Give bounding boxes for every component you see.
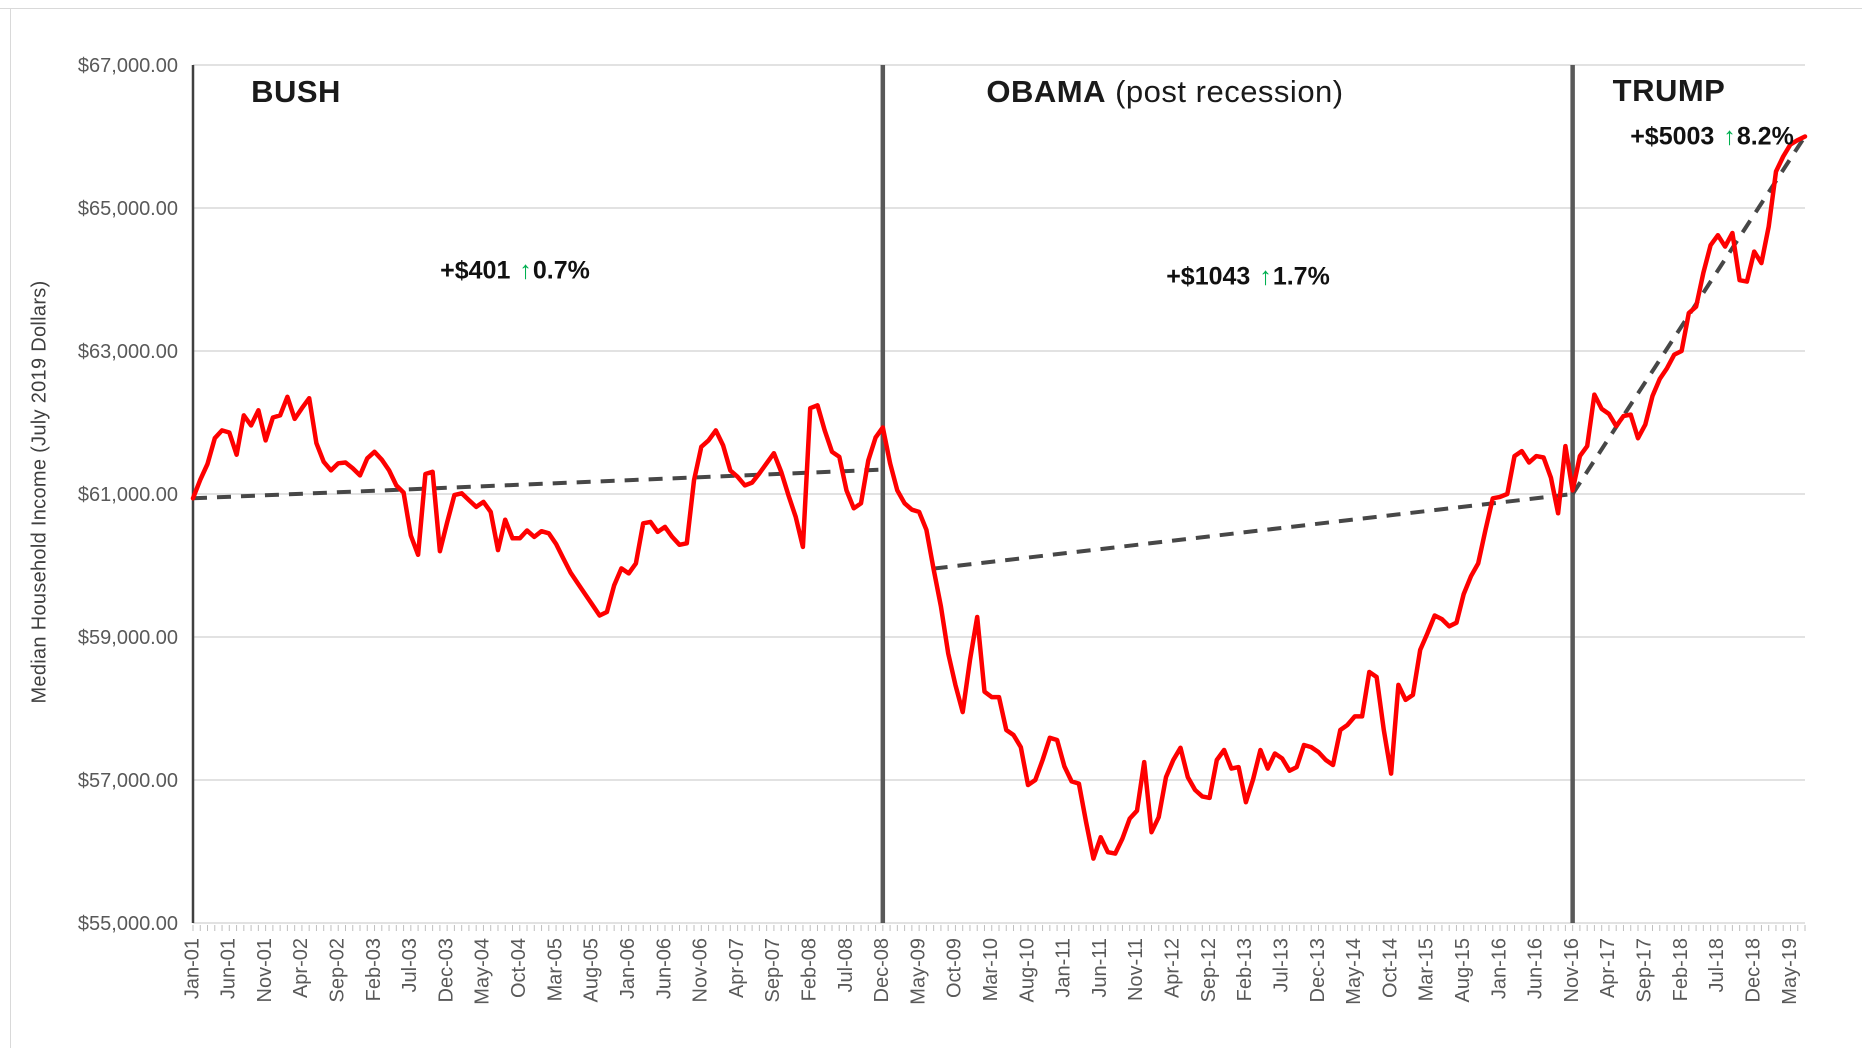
- obama-gain-percent: 1.7%: [1272, 262, 1330, 291]
- x-tick-label: Jan-01: [181, 938, 203, 999]
- x-tick-label: Jul-13: [1270, 938, 1292, 992]
- up-arrow-icon: ↑: [1723, 122, 1736, 151]
- x-tick-label: Dec-13: [1307, 938, 1329, 1002]
- x-tick-label: Feb-13: [1234, 938, 1256, 1001]
- x-tick-label: Jul-08: [835, 938, 857, 992]
- x-tick-label: Nov-06: [690, 938, 712, 1002]
- x-tick-label: Aug-15: [1452, 938, 1474, 1003]
- y-tick-label: $57,000.00: [78, 770, 178, 792]
- y-tick-label: $55,000.00: [78, 913, 178, 935]
- x-tick-label: Mar-15: [1416, 938, 1438, 1001]
- x-tick-label: Dec-03: [435, 938, 457, 1002]
- bush-gain-amount: +$401: [440, 256, 511, 285]
- x-tick-label: Apr-07: [726, 938, 748, 998]
- bush-trend: [192, 467, 883, 501]
- x-tick-label: Feb-03: [363, 938, 385, 1001]
- x-tick-label: Nov-16: [1561, 938, 1583, 1002]
- trump-title-text: TRUMP: [1612, 73, 1726, 108]
- x-tick-label: Apr-02: [290, 938, 312, 998]
- x-tick-label: Jan-16: [1488, 938, 1510, 999]
- x-tick-label: Sep-07: [762, 938, 784, 1003]
- x-tick-label: Jun-01: [218, 938, 240, 999]
- trump-gain-annotation: +$5003 ↑8.2%: [1630, 123, 1794, 152]
- x-tick-label: Aug-10: [1016, 938, 1038, 1003]
- y-tick-label: $63,000.00: [78, 341, 178, 363]
- x-tick-label: Dec-18: [1742, 938, 1764, 1002]
- bush-section-title: BUSH: [251, 74, 341, 110]
- x-tick-label: May-19: [1779, 938, 1801, 1005]
- x-tick-label: Jul-03: [399, 938, 421, 992]
- trump-gain-amount: +$5003: [1630, 122, 1715, 151]
- x-tick-label: Apr-17: [1597, 938, 1619, 998]
- x-tick-label: Sep-02: [327, 938, 349, 1003]
- obama-gain-annotation: +$1043 ↑1.7%: [1166, 263, 1330, 292]
- up-arrow-icon: ↑: [519, 256, 532, 285]
- up-arrow-icon: ↑: [1259, 262, 1272, 291]
- y-axis-title: Median Household Income (July 2019 Dolla…: [28, 280, 51, 704]
- x-tick-label: Jun-06: [653, 938, 675, 999]
- trump-section-title: TRUMP: [1613, 73, 1726, 109]
- y-tick-label: $65,000.00: [78, 198, 178, 220]
- x-tick-label: Feb-18: [1670, 938, 1692, 1001]
- x-tick-label: Mar-05: [544, 938, 566, 1001]
- x-tick-label: Oct-09: [944, 938, 966, 998]
- x-tick-label: Sep-17: [1634, 938, 1656, 1003]
- x-tick-label: Oct-04: [508, 938, 530, 998]
- income-data-line: [190, 134, 1808, 861]
- obama-section-title: OBAMA (post recession): [986, 74, 1343, 110]
- y-tick-label: $61,000.00: [78, 484, 178, 506]
- x-tick-label: Mar-10: [980, 938, 1002, 1001]
- obama-title-subtext: (post recession): [1105, 74, 1344, 109]
- x-tick-label: Jan-06: [617, 938, 639, 999]
- x-tick-label: Jul-18: [1706, 938, 1728, 992]
- bush-gain-percent: 0.7%: [532, 256, 590, 285]
- page-top-border: [0, 8, 1862, 9]
- x-tick-label: May-09: [907, 938, 929, 1005]
- page-left-border: [10, 8, 11, 1048]
- x-tick-label: May-04: [472, 938, 494, 1005]
- x-tick-label: Jun-16: [1525, 938, 1547, 999]
- trump-gain-percent: 8.2%: [1736, 122, 1794, 151]
- x-tick-label: Nov-11: [1125, 938, 1147, 1001]
- y-tick-label: $67,000.00: [78, 55, 178, 77]
- x-tick-label: Oct-14: [1379, 938, 1401, 998]
- x-tick-label: Jun-11: [1089, 938, 1111, 998]
- x-tick-label: Aug-05: [581, 938, 603, 1003]
- obama-trend: [933, 492, 1573, 571]
- obama-title-bold: OBAMA: [986, 74, 1106, 109]
- x-tick-label: Feb-08: [798, 938, 820, 1001]
- x-tick-label: Jan-11: [1053, 938, 1075, 998]
- bush-title-text: BUSH: [251, 74, 341, 109]
- obama-gain-amount: +$1043: [1166, 262, 1251, 291]
- x-tick-label: Dec-08: [871, 938, 893, 1002]
- x-tick-label: Apr-12: [1162, 938, 1184, 998]
- x-tick-label: Sep-12: [1198, 938, 1220, 1003]
- x-tick-label: Nov-01: [254, 938, 276, 1002]
- bush-gain-annotation: +$401 ↑0.7%: [440, 257, 590, 286]
- x-tick-label: May-14: [1343, 938, 1365, 1005]
- y-tick-label: $59,000.00: [78, 627, 178, 649]
